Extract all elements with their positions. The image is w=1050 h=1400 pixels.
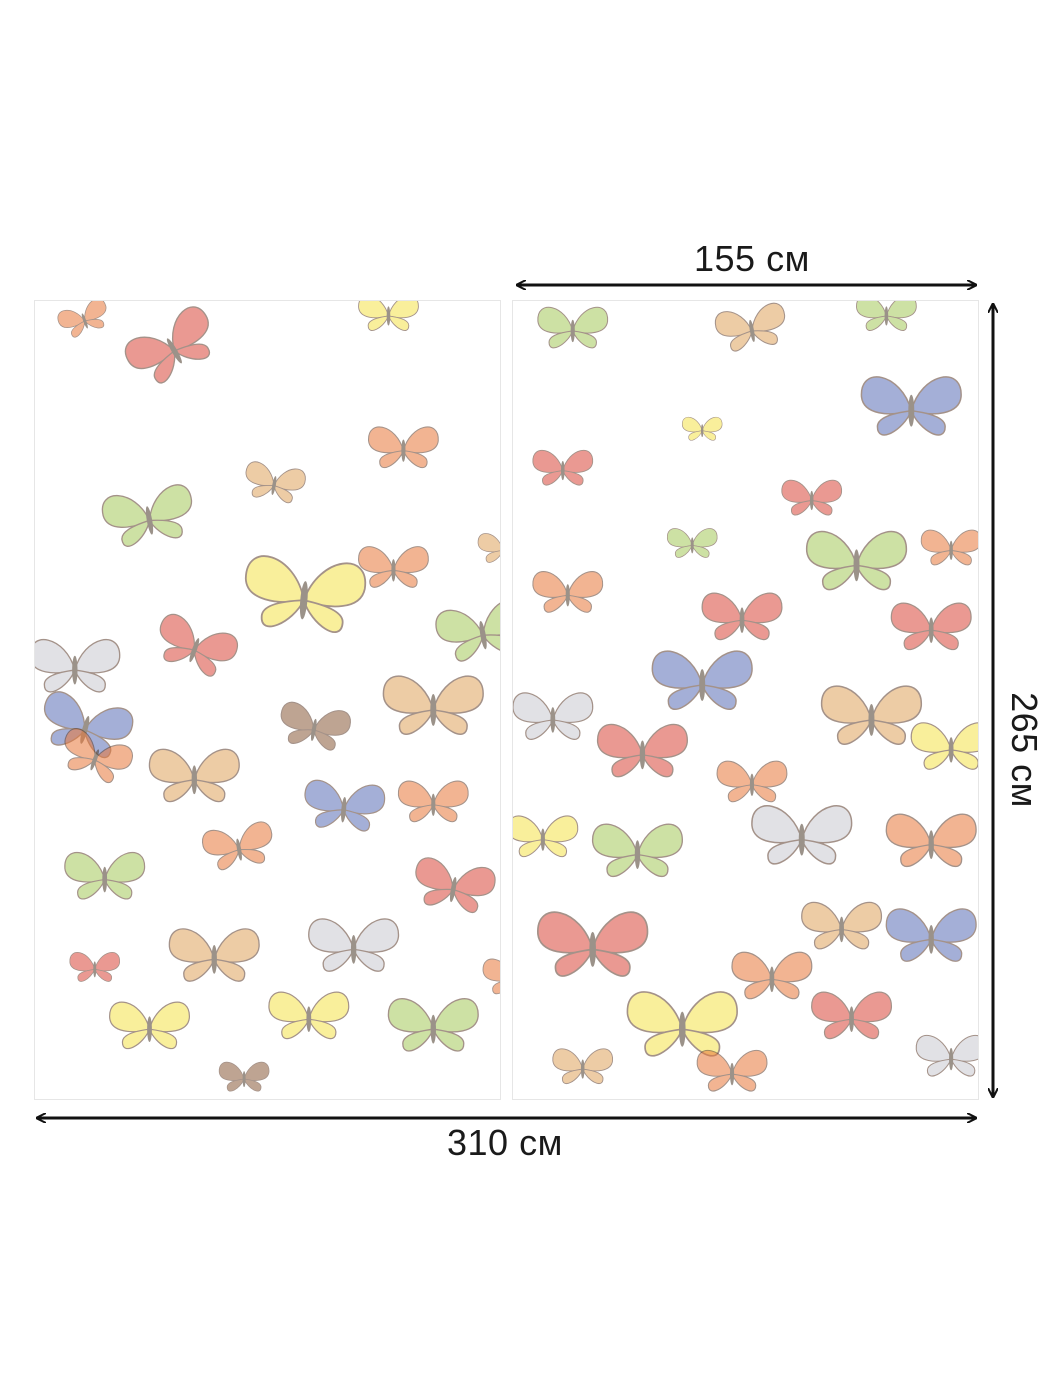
butterfly — [916, 1035, 978, 1076]
butterfly — [309, 919, 399, 971]
butterfly — [802, 902, 882, 948]
butterfly — [513, 693, 593, 739]
butterfly — [538, 912, 648, 976]
butterfly — [538, 307, 608, 348]
butterfly — [598, 724, 688, 776]
butterfly — [219, 1062, 269, 1091]
butterfly — [411, 856, 498, 916]
butterfly — [667, 528, 717, 557]
total-width-label: 310 см — [447, 1122, 563, 1164]
butterfly — [911, 723, 978, 769]
butterfly — [782, 480, 842, 515]
butterfly — [714, 302, 790, 354]
butterfly — [891, 603, 971, 649]
butterfly — [359, 301, 419, 331]
butterfly-pattern-right — [513, 301, 978, 1099]
butterfly — [383, 676, 483, 734]
butterfly — [242, 555, 367, 635]
butterfly — [242, 460, 307, 505]
wallpaper-panel-left — [34, 300, 501, 1100]
butterfly — [100, 483, 197, 550]
butterfly — [593, 824, 683, 876]
butterfly — [302, 779, 386, 832]
butterfly — [682, 417, 722, 440]
butterfly — [276, 701, 352, 753]
panel-width-label: 155 см — [694, 238, 810, 280]
butterfly — [822, 686, 922, 744]
butterfly — [627, 992, 737, 1056]
butterfly — [652, 651, 752, 709]
butterfly — [65, 853, 145, 899]
butterfly — [886, 909, 976, 961]
butterfly — [201, 820, 277, 872]
butterfly — [886, 814, 976, 866]
butterfly — [856, 301, 916, 331]
butterfly — [150, 611, 241, 682]
butterfly — [359, 547, 429, 588]
butterfly — [56, 301, 113, 341]
butterfly — [697, 1050, 767, 1091]
butterfly — [732, 952, 812, 998]
butterfly — [483, 959, 500, 994]
butterfly — [812, 992, 892, 1038]
butterfly — [120, 302, 224, 392]
butterfly — [478, 533, 500, 562]
butterfly — [702, 593, 782, 639]
butterfly — [110, 1002, 190, 1048]
butterfly — [921, 530, 978, 565]
butterfly — [434, 597, 500, 664]
butterfly — [35, 640, 120, 692]
butterfly — [861, 377, 961, 435]
butterfly — [807, 532, 907, 590]
butterfly — [398, 781, 468, 822]
butterfly — [169, 929, 259, 981]
butterfly — [388, 999, 478, 1051]
butterfly — [717, 761, 787, 802]
height-label: 265 см — [1003, 692, 1045, 808]
butterfly — [533, 450, 593, 485]
butterfly — [553, 1049, 613, 1084]
butterfly — [752, 806, 852, 864]
butterfly — [149, 749, 239, 801]
butterfly — [269, 992, 349, 1038]
wallpaper-panel-right — [512, 300, 979, 1100]
butterfly — [533, 572, 603, 613]
butterfly — [369, 427, 439, 468]
butterfly — [70, 952, 120, 981]
butterfly-pattern-left — [35, 301, 500, 1099]
butterfly — [513, 816, 578, 857]
